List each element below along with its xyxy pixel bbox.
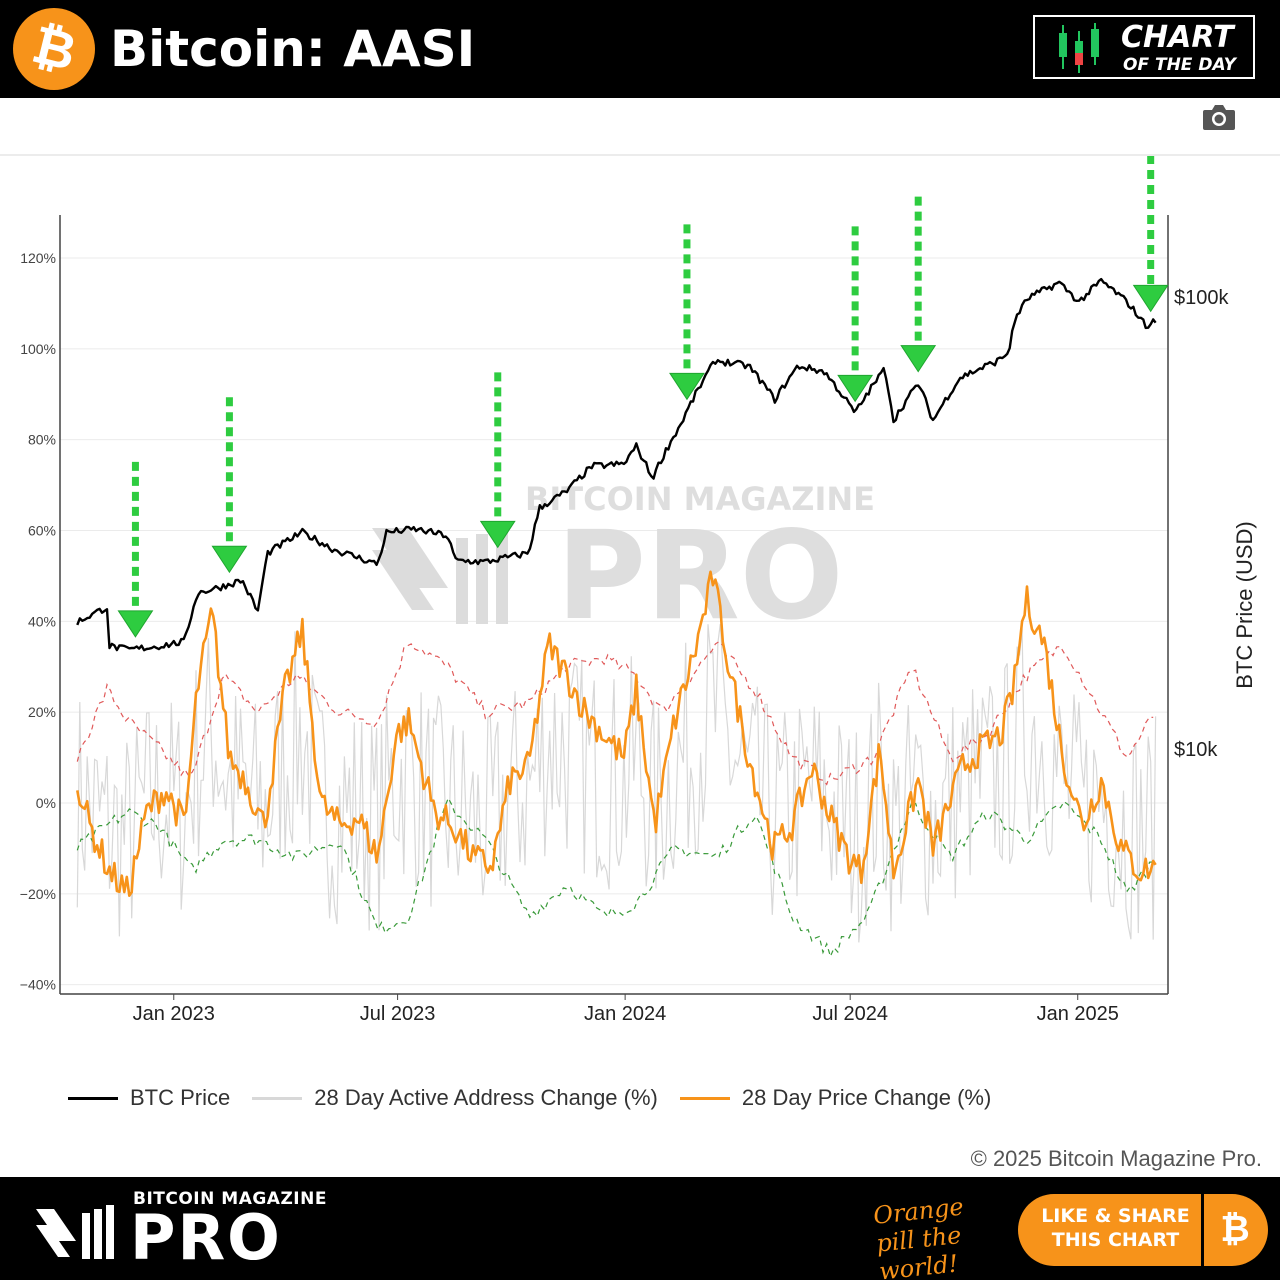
legend-label: BTC Price [130, 1085, 231, 1110]
signal-arrow-icon [211, 397, 248, 574]
chart-of-the-day-badge: CHART OF THE DAY [1033, 15, 1255, 79]
chart-legend: BTC Price 28 Day Active Address Change (… [68, 1081, 1013, 1115]
page-title: Bitcoin: AASI [110, 20, 476, 78]
divider [0, 154, 1280, 156]
badge-line1: CHART [1121, 20, 1234, 55]
signal-arrow-icon [1132, 156, 1169, 313]
legend-item-price-change[interactable]: 28 Day Price Change (%) [679, 1085, 992, 1111]
x-tick-label: Jul 2023 [360, 1003, 436, 1025]
y-tick-label: 40% [28, 613, 56, 629]
signal-arrow-icon [117, 461, 154, 638]
badge-line2: OF THE DAY [1123, 55, 1236, 75]
like-share-button[interactable]: LIKE & SHARE THIS CHART ₿ [1018, 1194, 1268, 1266]
legend-label: 28 Day Price Change (%) [741, 1085, 992, 1110]
legend-item-btc-price[interactable]: BTC Price [68, 1085, 230, 1111]
watermark-text-small: BITCOIN MAGAZINE [525, 480, 875, 518]
legend-swatch [68, 1096, 118, 1100]
right-tick-label: $10k [1174, 739, 1218, 761]
y-tick-label: −40% [20, 977, 56, 993]
footer-tagline: Orange pill the world! [871, 1192, 965, 1286]
watermark-logo-icon [372, 528, 508, 624]
x-tick-label: Jul 2024 [812, 1003, 888, 1025]
y-tick-label: 60% [28, 523, 56, 539]
legend-swatch [252, 1096, 303, 1100]
legend-item-active-address[interactable]: 28 Day Active Address Change (%) [252, 1085, 658, 1111]
signal-arrow-icon [479, 372, 516, 549]
share-separator [1201, 1194, 1204, 1266]
y-tick-label: 80% [28, 432, 56, 448]
chart-axes [59, 215, 1169, 995]
right-axis-label: BTC Price (USD) [1232, 521, 1257, 688]
footer-brand-large: PRO [130, 1201, 282, 1274]
series-btc-price-line [76, 277, 1157, 652]
series-upper-band [76, 640, 1154, 786]
bitcoin-magazine-mark-icon [36, 1205, 114, 1259]
bitcoin-logo-icon: ₿ [13, 8, 95, 90]
camera-icon[interactable] [1201, 102, 1237, 132]
header-bar: ₿ Bitcoin: AASI CHART OF THE DAY [0, 0, 1280, 98]
series-price-change-line [76, 570, 1157, 897]
signal-arrow-icon [900, 196, 937, 373]
y-tick-label: 20% [28, 704, 56, 720]
series-active-address-line [76, 623, 1157, 943]
share-button-label: LIKE & SHARE THIS CHART [1041, 1205, 1190, 1251]
watermark: BITCOIN MAGAZINE PRO [372, 480, 875, 647]
footer-bar: BITCOIN MAGAZINE PRO Orange pill the wor… [0, 1177, 1280, 1286]
right-tick-label: $100k [1174, 287, 1229, 309]
legend-label: 28 Day Active Address Change (%) [314, 1085, 658, 1110]
y-tick-label: 0% [36, 795, 56, 811]
copyright: © 2025 Bitcoin Magazine Pro. [970, 1146, 1262, 1171]
legend-swatch [679, 1096, 730, 1100]
y-tick-label: 120% [20, 250, 56, 266]
y-tick-label: −20% [20, 886, 56, 902]
x-tick-label: Jan 2024 [584, 1003, 666, 1025]
bitcoin-symbol-icon: ₿ [1220, 1209, 1250, 1250]
y-tick-label: 100% [20, 341, 56, 357]
x-tick-label: Jan 2025 [1037, 1003, 1119, 1025]
candlestick-icon [1059, 23, 1099, 73]
x-tick-label: Jan 2023 [133, 1003, 215, 1025]
series-lower-band [76, 796, 1154, 959]
signal-arrow-icon [837, 226, 874, 403]
aasi-chart: BITCOIN MAGAZINE PRO 120% 100% 80% 60% 40% 20… [20, 156, 1257, 1025]
footer-brand-small: BITCOIN MAGAZINE [133, 1189, 327, 1209]
signal-arrow-icon [669, 224, 705, 401]
